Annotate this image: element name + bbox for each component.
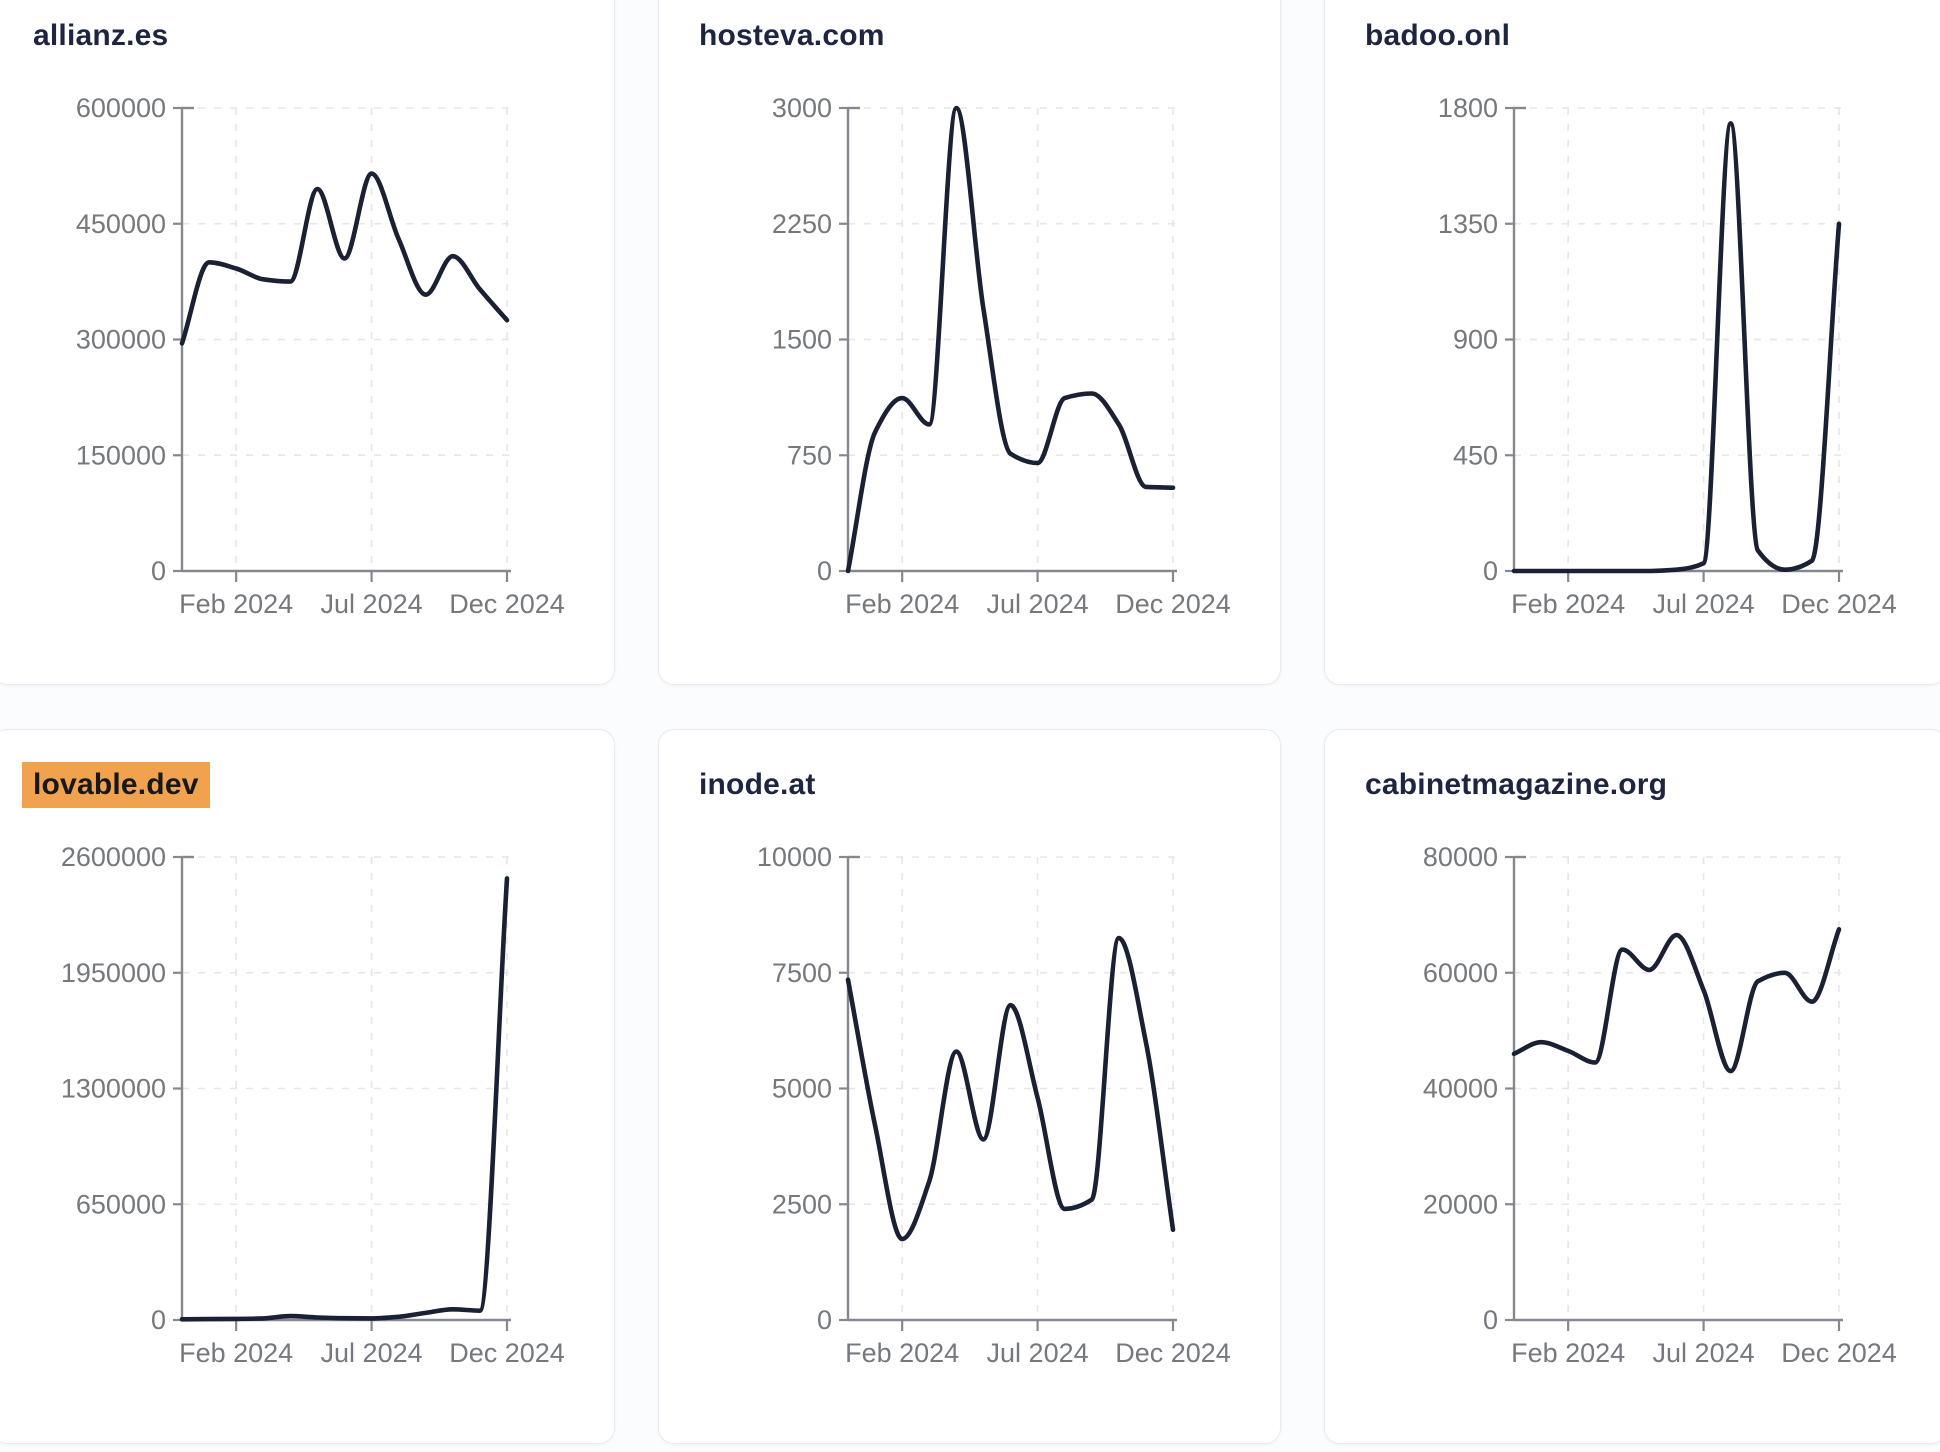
axis-labels: 0 150000 300000 450000 600000 Feb 2024 Jul 202… xyxy=(76,93,565,619)
line-chart-svg: 0 750 1500 2250 3000 Feb 2024 Jul 2024 Dec 2024 xyxy=(772,93,1231,619)
x-tick-label: Jul 2024 xyxy=(321,1338,423,1368)
line-chart-svg: 0 150000 300000 450000 600000 Feb 2024 Jul 202… xyxy=(76,93,565,619)
trend-line xyxy=(179,171,510,346)
chart-title-text: cabinetmagazine.org xyxy=(1365,768,1668,801)
x-tick-label: Dec 2024 xyxy=(1781,1338,1897,1368)
axis-labels: 0 20000 40000 60000 80000 Feb 2024 Jul 2024 Dec… xyxy=(1423,842,1897,1368)
trend-line xyxy=(179,876,510,1322)
axis-labels: 0 2500 5000 7500 10000 Feb 2024 Jul 2024 Dec 20… xyxy=(757,842,1231,1368)
trend-line xyxy=(845,935,1176,1242)
x-tick-label: Dec 2024 xyxy=(449,589,565,619)
chart-card-cabinetmagazine-org: cabinetmagazine.org 0 20000 40000 60000 8000… xyxy=(1324,729,1940,1444)
x-tick-label: Jul 2024 xyxy=(987,1338,1089,1368)
line-chart-svg: 0 20000 40000 60000 80000 Feb 2024 Jul 2024 Dec… xyxy=(1423,842,1897,1368)
line-chart-svg: 0 450 900 1350 1800 Feb 2024 Jul 2024 Dec 2024 xyxy=(1438,93,1897,619)
y-tick-label: 7500 xyxy=(772,958,832,988)
y-tick-label: 600000 xyxy=(76,93,166,123)
y-tick-label: 900 xyxy=(1453,325,1498,355)
chart-title: cabinetmagazine.org xyxy=(1365,768,1667,802)
chart-title-text: lovable.dev xyxy=(22,762,210,808)
y-tick-label: 80000 xyxy=(1423,842,1498,872)
trend-line xyxy=(1511,121,1842,574)
y-tick-label: 0 xyxy=(1483,556,1498,586)
chart-title-text: badoo.onl xyxy=(1365,19,1511,52)
x-tick-label: Feb 2024 xyxy=(179,589,293,619)
gridlines xyxy=(848,107,1183,571)
trend-line xyxy=(845,105,1176,574)
axes xyxy=(839,106,1177,582)
chart-card-badoo-onl: badoo.onl 0 450 900 1350 1800 Feb 2024 Jul 202… xyxy=(1324,0,1940,685)
y-tick-label: 40000 xyxy=(1423,1074,1498,1104)
y-tick-label: 5000 xyxy=(772,1074,832,1104)
chart-card-hosteva-com: hosteva.com 0 750 1500 2250 3000 Feb 2024 Jul … xyxy=(658,0,1281,685)
axes xyxy=(173,855,511,1331)
x-tick-label: Jul 2024 xyxy=(1653,589,1755,619)
y-tick-label: 0 xyxy=(817,1305,832,1335)
y-tick-label: 2250 xyxy=(772,209,832,239)
x-tick-label: Jul 2024 xyxy=(321,589,423,619)
x-tick-label: Feb 2024 xyxy=(1511,589,1625,619)
y-tick-label: 10000 xyxy=(757,842,832,872)
x-tick-label: Dec 2024 xyxy=(1781,589,1897,619)
trend-line xyxy=(1511,927,1842,1074)
axes xyxy=(839,855,1177,1331)
y-tick-label: 20000 xyxy=(1423,1189,1498,1219)
y-tick-label: 150000 xyxy=(76,440,166,470)
y-tick-label: 0 xyxy=(1483,1305,1498,1335)
y-tick-label: 1350 xyxy=(1438,209,1498,239)
chart-card-lovable-dev: lovable.dev 0 650000 1300000 1950000 2600000… xyxy=(0,729,615,1444)
axis-labels: 0 450 900 1350 1800 Feb 2024 Jul 2024 Dec 2024 xyxy=(1438,93,1897,619)
y-tick-label: 3000 xyxy=(772,93,832,123)
x-tick-label: Dec 2024 xyxy=(1115,589,1231,619)
chart-title-text: inode.at xyxy=(699,768,816,801)
y-tick-label: 1500 xyxy=(772,325,832,355)
chart-title: lovable.dev xyxy=(22,762,210,808)
chart-title: inode.at xyxy=(699,768,816,802)
y-tick-label: 2600000 xyxy=(61,842,166,872)
gridlines xyxy=(1514,856,1849,1320)
y-tick-label: 1800 xyxy=(1438,93,1498,123)
y-tick-label: 300000 xyxy=(76,325,166,355)
y-tick-label: 0 xyxy=(151,1305,166,1335)
line-chart-svg: 0 2500 5000 7500 10000 Feb 2024 Jul 2024 Dec 20… xyxy=(757,842,1231,1368)
y-tick-label: 1300000 xyxy=(61,1074,166,1104)
x-tick-label: Feb 2024 xyxy=(845,589,959,619)
y-tick-label: 0 xyxy=(817,556,832,586)
x-tick-label: Feb 2024 xyxy=(845,1338,959,1368)
x-tick-label: Jul 2024 xyxy=(1653,1338,1755,1368)
x-tick-label: Feb 2024 xyxy=(179,1338,293,1368)
y-tick-label: 450000 xyxy=(76,209,166,239)
x-tick-label: Jul 2024 xyxy=(987,589,1089,619)
gridlines xyxy=(1514,107,1849,571)
y-tick-label: 450 xyxy=(1453,440,1498,470)
chart-title-text: hosteva.com xyxy=(699,19,885,52)
y-tick-label: 1950000 xyxy=(61,958,166,988)
axes xyxy=(1505,106,1843,582)
line-chart-svg: 0 650000 1300000 1950000 2600000 Feb 2024 Jul … xyxy=(61,842,565,1368)
chart-title: badoo.onl xyxy=(1365,19,1510,53)
x-tick-label: Dec 2024 xyxy=(449,1338,565,1368)
chart-title: allianz.es xyxy=(33,19,168,53)
chart-card-allianz-es: allianz.es 0 150000 300000 450000 600000 Feb … xyxy=(0,0,615,685)
gridlines xyxy=(182,856,517,1320)
y-tick-label: 0 xyxy=(151,556,166,586)
y-tick-label: 650000 xyxy=(76,1189,166,1219)
gridlines xyxy=(848,856,1183,1320)
axes xyxy=(1505,855,1843,1331)
y-tick-label: 60000 xyxy=(1423,958,1498,988)
axis-labels: 0 750 1500 2250 3000 Feb 2024 Jul 2024 Dec 2024 xyxy=(772,93,1231,619)
x-tick-label: Feb 2024 xyxy=(1511,1338,1625,1368)
chart-title: hosteva.com xyxy=(699,19,885,53)
y-tick-label: 750 xyxy=(787,440,832,470)
axes xyxy=(173,106,511,582)
chart-card-inode-at: inode.at 0 2500 5000 7500 10000 Feb 2024 Jul 2… xyxy=(658,729,1281,1444)
gridlines xyxy=(182,107,517,571)
axis-labels: 0 650000 1300000 1950000 2600000 Feb 2024 Jul … xyxy=(61,842,565,1368)
y-tick-label: 2500 xyxy=(772,1189,832,1219)
chart-title-text: allianz.es xyxy=(33,19,169,52)
x-tick-label: Dec 2024 xyxy=(1115,1338,1231,1368)
